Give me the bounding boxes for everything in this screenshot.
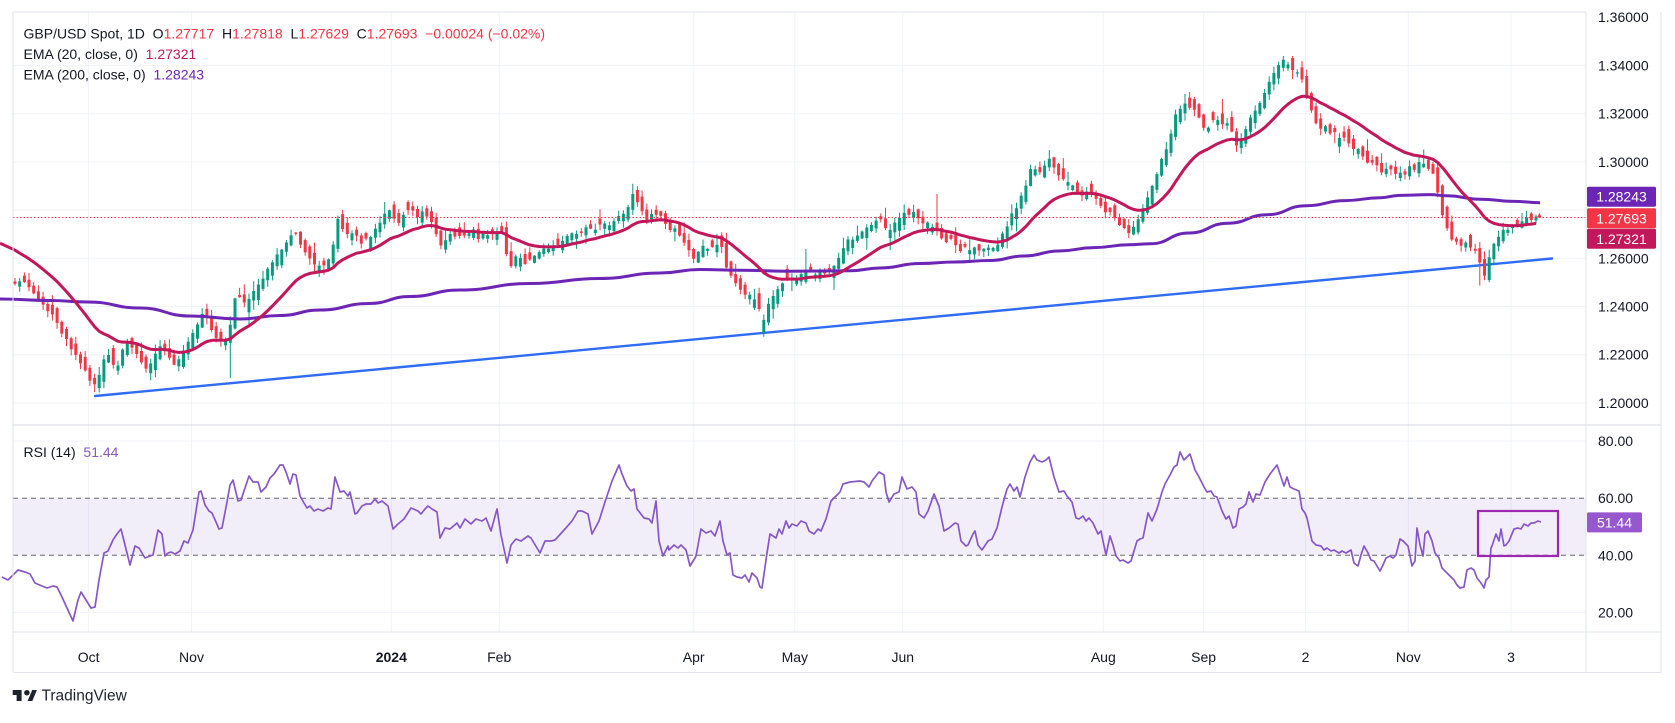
- svg-text:1.24000: 1.24000: [1598, 299, 1649, 315]
- svg-text:Nov: Nov: [1396, 649, 1421, 665]
- svg-text:40.00: 40.00: [1598, 547, 1633, 563]
- svg-text:Aug: Aug: [1091, 649, 1116, 665]
- svg-text:51.44: 51.44: [1597, 514, 1632, 530]
- svg-text:Sep: Sep: [1191, 649, 1216, 665]
- svg-text:20.00: 20.00: [1598, 604, 1633, 620]
- svg-text:1.34000: 1.34000: [1598, 58, 1649, 74]
- svg-text:Jun: Jun: [892, 649, 915, 665]
- svg-text:1.32000: 1.32000: [1598, 106, 1649, 122]
- svg-text:60.00: 60.00: [1598, 490, 1633, 506]
- svg-text:3: 3: [1507, 649, 1515, 665]
- svg-text:1.20000: 1.20000: [1598, 395, 1649, 411]
- svg-text:1.36000: 1.36000: [1598, 9, 1649, 25]
- svg-text:Oct: Oct: [78, 649, 100, 665]
- svg-text:Nov: Nov: [179, 649, 204, 665]
- svg-text:Apr: Apr: [683, 649, 705, 665]
- svg-text:1.26000: 1.26000: [1598, 250, 1649, 266]
- svg-text:May: May: [782, 649, 808, 665]
- svg-text:2: 2: [1302, 649, 1310, 665]
- svg-text:1.27321: 1.27321: [1596, 231, 1647, 247]
- svg-text:Feb: Feb: [487, 649, 511, 665]
- svg-text:1.28243: 1.28243: [1596, 189, 1647, 205]
- svg-text:EMA (20, close, 0) 1.27321: EMA (20, close, 0) 1.27321: [24, 46, 197, 62]
- svg-text:80.00: 80.00: [1598, 433, 1633, 449]
- svg-text:TradingView: TradingView: [42, 688, 128, 705]
- svg-text:GBP/USD Spot, 1D O1.27717 H1: GBP/USD Spot, 1D O1.27717 H1.27818 L1.27…: [24, 26, 546, 42]
- svg-text:EMA (200, close, 0) 1.28243: EMA (200, close, 0) 1.28243: [24, 67, 205, 83]
- svg-text:1.27693: 1.27693: [1596, 210, 1647, 226]
- svg-text:1.30000: 1.30000: [1598, 154, 1649, 170]
- svg-text:RSI (14) 51.44: RSI (14) 51.44: [24, 444, 119, 460]
- svg-text:1.22000: 1.22000: [1598, 347, 1649, 363]
- svg-text:2024: 2024: [376, 649, 407, 665]
